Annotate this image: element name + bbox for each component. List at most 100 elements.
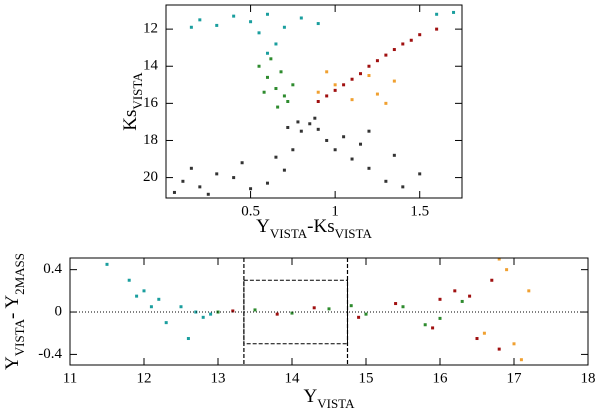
point [275, 312, 279, 316]
point [325, 94, 329, 98]
point [367, 74, 371, 78]
point [342, 83, 346, 87]
point [497, 347, 501, 351]
axis-label-subscript: VISTA [335, 226, 373, 241]
point [453, 289, 457, 293]
y-tick-label: 0.4 [43, 261, 62, 277]
axis-label-part: Y [2, 356, 23, 370]
point [519, 358, 523, 362]
axis-label-part: -Ks [307, 216, 334, 237]
x-tick-label: 12 [137, 370, 152, 386]
axis-label-subscript: VISTA [130, 72, 145, 110]
point [418, 172, 422, 176]
point [198, 185, 202, 189]
point [359, 72, 363, 76]
point [316, 127, 320, 131]
point [392, 48, 396, 52]
point [367, 129, 371, 133]
point [249, 187, 253, 191]
point [291, 83, 295, 87]
point [201, 315, 205, 319]
axis-label: YVISTA- Y2MASS [2, 253, 27, 370]
point [232, 14, 236, 18]
point [327, 307, 331, 311]
point [282, 168, 286, 172]
y-tick-label: 12 [143, 21, 158, 37]
x-tick-label: 17 [507, 370, 523, 386]
x-tick-label: 11 [63, 370, 77, 386]
point [325, 138, 329, 142]
point [435, 27, 439, 31]
x-tick-label: 16 [433, 370, 449, 386]
point [375, 59, 379, 63]
point [505, 268, 509, 272]
x-tick-label: 18 [581, 370, 596, 386]
point [215, 172, 219, 176]
axis-label-subscript: VISTA [12, 318, 27, 356]
point [482, 331, 486, 335]
point [290, 311, 294, 315]
point [475, 337, 479, 341]
point [265, 12, 269, 16]
point [265, 75, 269, 79]
point [333, 83, 337, 87]
point [189, 25, 193, 29]
y-tick-label: 20 [143, 169, 158, 185]
point [468, 294, 472, 298]
axis-label-part: Y [304, 386, 318, 407]
point [286, 100, 290, 103]
axis-label: KsVISTA [120, 72, 145, 131]
y-tick-label: -0.4 [38, 346, 62, 362]
point [460, 299, 464, 303]
point [325, 70, 329, 74]
point [527, 289, 531, 293]
point [253, 308, 257, 312]
axis-label-part: - Y [2, 295, 23, 319]
axis-label-part: Y [256, 216, 270, 237]
point [384, 53, 388, 57]
point [497, 257, 501, 261]
axis-label-subscript: VISTA [270, 226, 308, 241]
point [257, 64, 261, 68]
point [296, 120, 300, 124]
axis-label-part: Ks [120, 110, 141, 131]
point [384, 179, 388, 183]
point [299, 129, 303, 133]
point [401, 305, 405, 309]
axis-label: YVISTA-KsVISTA [256, 216, 372, 241]
point [384, 101, 388, 105]
point [423, 323, 427, 327]
point [231, 309, 235, 313]
point [452, 10, 456, 14]
point [274, 155, 278, 159]
point [274, 42, 278, 46]
y-tick-label: 0 [55, 303, 63, 319]
point [274, 87, 278, 91]
point [164, 321, 168, 325]
point [431, 326, 435, 330]
point [276, 105, 280, 109]
axis-label-subscript: 2MASS [12, 253, 27, 295]
axis-label: YVISTA [304, 386, 356, 409]
point [269, 57, 273, 61]
point [240, 161, 244, 165]
point [198, 18, 202, 22]
point [512, 342, 516, 346]
point [262, 90, 266, 94]
point [291, 148, 295, 152]
point [127, 278, 131, 282]
y-tick-label: 16 [143, 95, 159, 111]
point [282, 25, 286, 29]
point [215, 23, 219, 27]
point [401, 185, 405, 189]
x-tick-label: 15 [359, 370, 374, 386]
x-tick-label: 1 [331, 203, 339, 219]
point [157, 297, 161, 301]
point [257, 31, 261, 35]
plot-frame [69, 257, 589, 366]
point [367, 166, 371, 170]
point [186, 337, 190, 341]
plot-frame [165, 4, 463, 199]
point [286, 125, 290, 129]
